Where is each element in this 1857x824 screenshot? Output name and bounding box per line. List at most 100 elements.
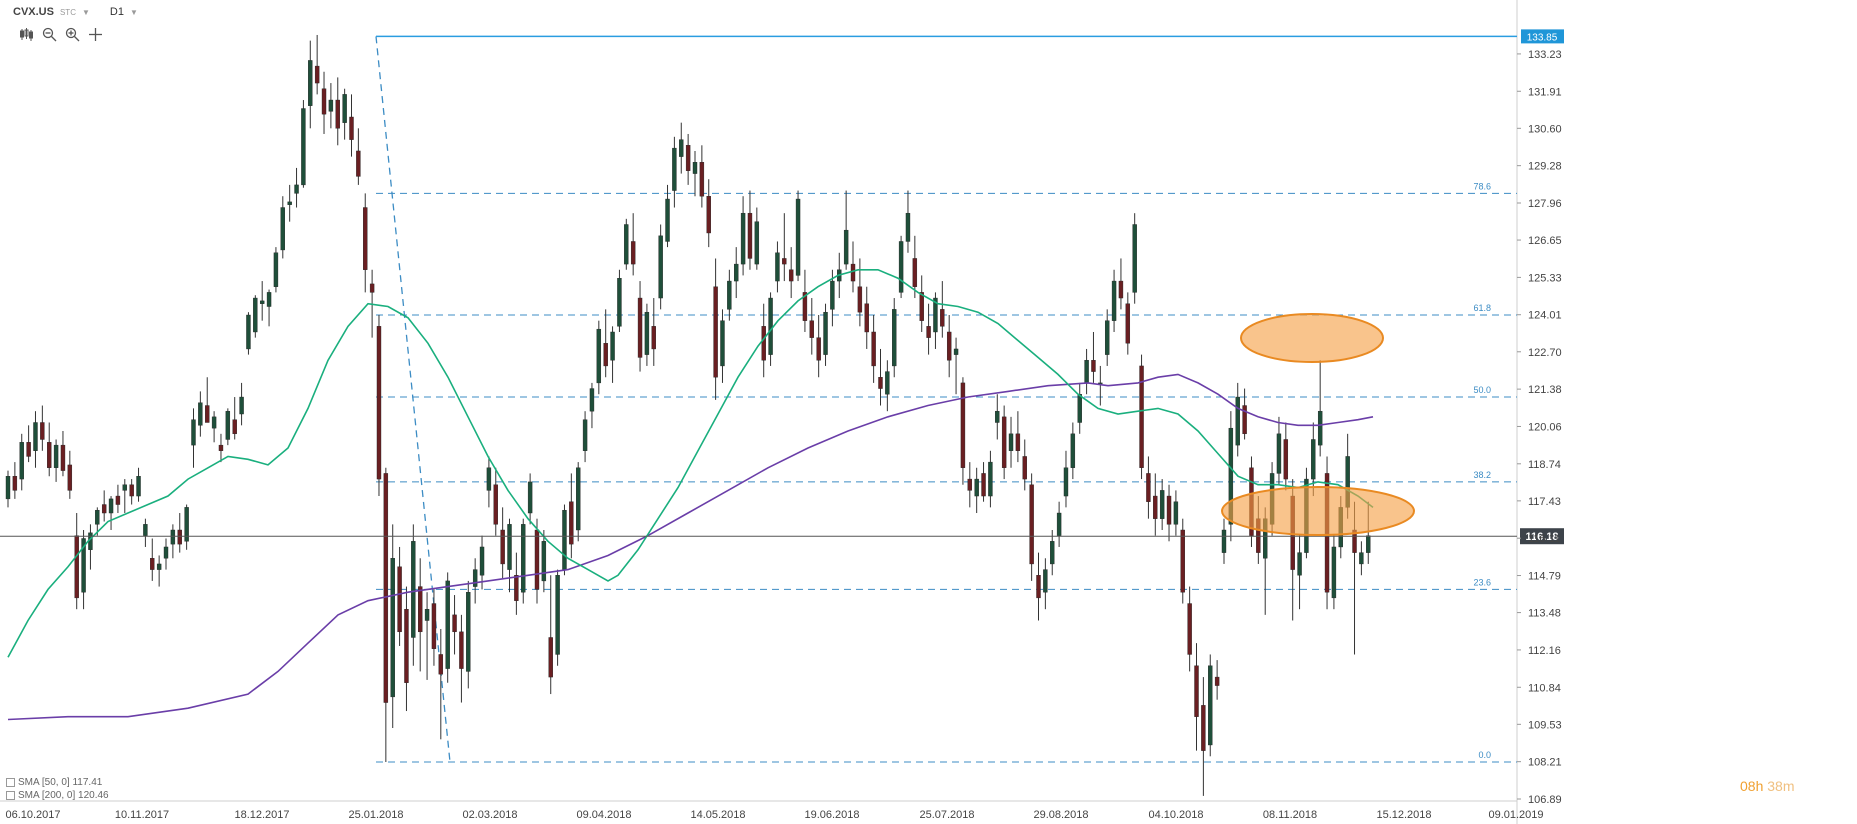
fib-level-label: 78.6 [1473,181,1491,191]
crosshair-icon[interactable] [87,26,104,43]
candle-up [198,402,203,426]
candle-down [12,476,18,491]
price-axis: 133.23 131.91 130.60 129.28 127.96 126.65 125.… [5,49,1561,821]
sma50-line [7,269,1374,658]
candle-up [1311,439,1316,480]
candle-down [857,286,863,313]
fibonacci-retracement[interactable]: 78.6 61.8 50.0 38.2 23.6 0.0 133.85 [375,29,1564,763]
candle-up [253,297,258,333]
candle-up [280,207,285,251]
price-tick-label: 114.79 [1528,571,1561,583]
zoom-in-icon[interactable] [64,26,81,43]
candle-down [919,292,924,321]
candle-up [122,484,127,491]
candle-down [651,326,656,350]
date-tick-label: 08.11.2018 [1263,809,1317,821]
legend-item-sma50[interactable]: SMA [50, 0] 117.41 [6,776,109,789]
candle-up [301,108,306,186]
legend-swatch-icon [6,791,15,800]
candle-up [658,235,663,299]
symbol-label[interactable]: CVX.US [13,6,54,18]
candle-down [1146,473,1151,502]
date-tick-label: 02.03.2018 [462,809,517,821]
price-tick-label: 110.84 [1528,682,1561,694]
candle-down [67,464,73,491]
candle-down [369,283,375,293]
candles-icon[interactable] [18,26,35,43]
candle-down [101,504,107,514]
candle-up [727,280,732,310]
candle-down [685,145,691,171]
candle-down [871,331,876,367]
candle-up [1159,490,1165,519]
price-tick-label: 124.01 [1528,310,1562,322]
candle-up [108,498,114,514]
date-tick-label: 25.07.2018 [919,809,974,821]
candle-down [912,258,918,287]
candle-down [1139,365,1144,468]
interval-dropdown-icon[interactable]: ▼ [129,7,138,17]
candle-up [239,396,244,415]
price-tick-label: 117.43 [1528,496,1561,508]
candle-down [747,212,753,259]
candle-up [720,320,725,367]
candle-up [479,546,485,576]
candle-down [47,442,52,468]
candle-up [644,311,650,355]
candle-down [1029,484,1034,565]
candle-up [507,524,512,570]
candle-up [892,309,897,367]
price-tick-label: 129.28 [1528,161,1562,173]
candle-down [1187,603,1192,655]
candle-down [418,586,423,633]
candle-up [81,538,86,593]
candle-up [974,478,979,497]
moving-averages [7,269,1374,721]
candle-up [527,481,533,514]
candle-down [363,207,368,270]
candle-down [1153,495,1158,519]
candle-up [740,212,746,265]
legend-swatch-icon [6,778,15,787]
candle-down [60,444,66,471]
date-tick-label: 29.08.2018 [1033,809,1088,821]
candle-up [170,529,176,545]
candle-up [1221,529,1227,553]
symbol-dropdown-icon[interactable]: ▼ [81,7,90,17]
candle-down [177,529,182,545]
candle-down [1166,495,1172,525]
candle-up [775,252,780,282]
candle-up [596,328,602,384]
candle-down [349,116,354,140]
candle-down [218,444,224,451]
candle-up [843,229,849,265]
candle-down [129,484,134,497]
candle-down [404,608,409,683]
candle-up [184,507,189,542]
candle-up [411,541,416,638]
candle-up [933,297,938,333]
candle-up [342,94,347,123]
candle-up [466,592,471,672]
annotations[interactable]: 116.18 [0,313,1564,545]
fib-level-label: 38.2 [1473,470,1491,480]
candle-up [246,314,251,350]
candle-up [1043,569,1048,593]
fib-level-label: 0.0 [1478,750,1491,760]
date-tick-label: 25.01.2018 [348,809,403,821]
price-tick-label: 130.60 [1528,123,1562,135]
zoom-out-icon[interactable] [41,26,58,43]
legend-label: SMA [50, 0] 117.41 [18,777,103,788]
legend-item-sma200[interactable]: SMA [200, 0] 120.46 [6,789,109,802]
interval-label[interactable]: D1 [109,6,124,18]
candle-up [287,201,292,205]
candle-down [1118,280,1124,299]
candle-up [33,422,38,451]
price-tick-label: 112.16 [1528,645,1561,657]
fib-level-label: 50.0 [1473,385,1491,395]
legend-label: SMA [200, 0] 120.46 [18,790,109,801]
candle-up [624,224,629,265]
candle-down [603,343,608,367]
price-tick-label: 113.48 [1528,608,1561,620]
